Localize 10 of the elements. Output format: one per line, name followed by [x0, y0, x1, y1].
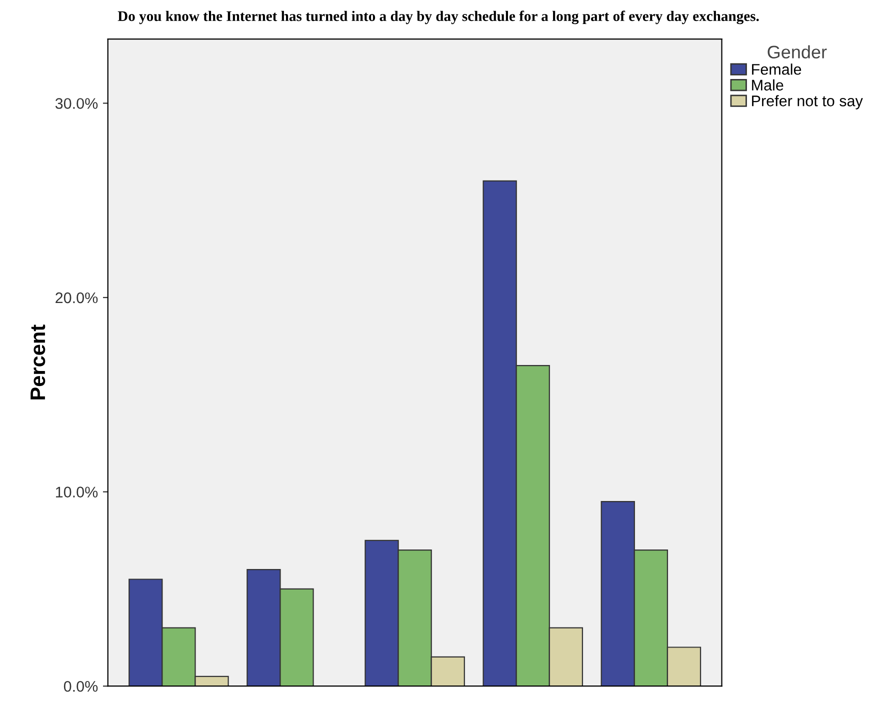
legend-label: Prefer not to say — [752, 95, 863, 110]
legend-title: Gender — [768, 45, 827, 58]
y-tick-label: 30.0% — [55, 98, 98, 109]
legend-label: Female — [752, 64, 802, 75]
y-tick-label: 20.0% — [56, 292, 98, 304]
y-tick-label: 10.0% — [56, 486, 98, 498]
legend-label: Male — [752, 79, 784, 91]
y-tick-label: 0.0% — [64, 680, 98, 692]
chart-title: Do you know the Internet has turned into a day by day schedule for a long part of every day exchanges. — [118, 10, 759, 24]
y-axis-title: Percent — [30, 324, 46, 400]
